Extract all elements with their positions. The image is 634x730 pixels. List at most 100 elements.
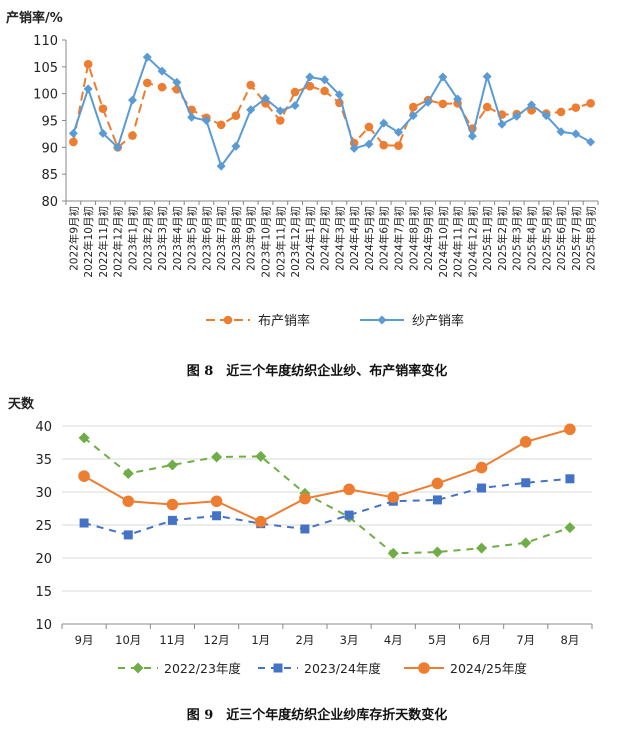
point-2022-23: [564, 522, 576, 534]
y-tick-label: 25: [35, 519, 52, 534]
point-cloth: [408, 102, 418, 112]
point-yarn: [128, 95, 137, 105]
point-cloth: [290, 87, 300, 97]
point-cloth: [305, 81, 315, 91]
point-2022-23: [476, 542, 488, 554]
point-yarn: [408, 111, 418, 121]
x-tick-label: 2024年1月初: [304, 206, 317, 271]
x-tick-label: 2025年5月初: [540, 206, 553, 271]
y-tick-label: 30: [35, 486, 52, 501]
point-2024-25: [475, 461, 488, 474]
x-tick-label: 2023年12月初: [289, 206, 302, 278]
x-tick-label: 2023年2月初: [141, 206, 154, 271]
x-tick-label: 2023年4月初: [171, 206, 184, 271]
point-yarn: [467, 131, 477, 141]
point-yarn: [527, 100, 536, 110]
series-line-cloth: [72, 60, 591, 149]
x-tick-label: 8月: [561, 633, 580, 647]
legend-label-2024-25: 2024/25年度: [450, 661, 527, 676]
point-cloth: [320, 86, 329, 96]
point-yarn: [201, 116, 211, 125]
point-cloth: [379, 140, 389, 150]
legend-label-yarn: 纱产销率: [412, 313, 464, 329]
point-2024-25: [299, 492, 311, 505]
point-yarn: [379, 118, 389, 128]
y-tick-label: 105: [33, 61, 58, 76]
point-cloth: [157, 82, 167, 92]
point-yarn: [482, 71, 492, 81]
point-2024-25: [210, 495, 223, 508]
x-tick-label: 2025年2月初: [496, 206, 509, 271]
x-tick-label: 2023年3月初: [156, 206, 169, 271]
point-2024-25: [122, 495, 135, 508]
point-cloth: [98, 104, 108, 113]
point-2024-25: [519, 436, 532, 448]
series-line-2022-23: [83, 437, 571, 555]
point-yarn: [275, 106, 285, 116]
point-2024-25: [254, 515, 267, 528]
legend-label-2023-24: 2023/24年度: [304, 661, 381, 676]
point-2022-23: [387, 547, 399, 559]
x-tick-label: 2022年12月初: [112, 206, 125, 278]
point-cloth: [142, 78, 152, 88]
point-2022-23: [431, 546, 443, 558]
point-yarn: [453, 94, 463, 104]
point-2022-23: [211, 451, 223, 463]
legend-marker-2022-23: [132, 662, 144, 674]
point-2022-23: [78, 432, 90, 444]
y-tick-label: 90: [41, 141, 58, 156]
x-tick-label: 2024年10月初: [437, 206, 450, 278]
y-tick-label: 35: [35, 453, 52, 468]
x-tick-label: 2022年11月初: [97, 206, 110, 278]
point-yarn: [349, 143, 359, 153]
series-line-yarn: [72, 55, 592, 169]
point-cloth: [216, 120, 226, 130]
point-yarn: [113, 142, 123, 152]
x-tick-label: 11月: [159, 633, 185, 647]
point-2023-24: [79, 518, 89, 528]
point-cloth: [83, 59, 93, 69]
legend-marker-2023-24: [273, 663, 283, 673]
point-yarn: [556, 127, 566, 137]
y-tick-label: 15: [35, 585, 52, 600]
point-yarn: [334, 90, 344, 100]
point-2023-24: [565, 474, 575, 484]
point-yarn: [68, 128, 78, 138]
point-cloth: [275, 116, 285, 125]
x-tick-label: 2023年6月初: [200, 206, 213, 271]
x-tick-label: 2023年9月初: [245, 206, 258, 271]
x-tick-label: 9月: [75, 633, 94, 647]
y-tick-label: 10: [35, 618, 52, 633]
point-cloth: [69, 137, 78, 147]
x-tick-label: 2023年10月初: [260, 206, 273, 278]
point-cloth: [556, 107, 566, 117]
point-yarn: [320, 75, 330, 85]
x-tick-label: 2025年6月初: [555, 206, 568, 271]
x-tick-label: 7月: [516, 633, 535, 647]
point-2024-25: [564, 423, 576, 436]
x-tick-label: 2025年3月初: [511, 206, 524, 271]
y-axis-title: 天数: [8, 396, 35, 412]
legend-marker-cloth: [223, 315, 233, 325]
x-tick-label: 2025年4月初: [526, 206, 539, 271]
legend-marker-yarn: [377, 315, 387, 325]
y-tick-label: 40: [35, 420, 52, 435]
x-tick-label: 2024年3月初: [333, 206, 346, 271]
point-2023-24: [521, 478, 531, 488]
y-tick-label: 100: [33, 88, 58, 103]
x-tick-label: 2023年1月初: [127, 206, 140, 271]
x-tick-label: 2024年6月初: [378, 206, 391, 271]
point-cloth: [128, 131, 137, 140]
legend-label-cloth: 布产销率: [258, 313, 310, 329]
x-tick-label: 2025年7月初: [570, 206, 583, 271]
point-yarn: [586, 137, 596, 147]
y-tick-label: 20: [35, 552, 52, 567]
point-cloth: [571, 103, 581, 112]
point-yarn: [438, 72, 448, 82]
x-tick-label: 12月: [204, 633, 230, 647]
point-yarn: [246, 105, 256, 115]
point-yarn: [290, 100, 300, 110]
point-2023-24: [432, 495, 442, 505]
x-tick-label: 2024年4月初: [348, 206, 361, 271]
point-yarn: [216, 161, 226, 171]
